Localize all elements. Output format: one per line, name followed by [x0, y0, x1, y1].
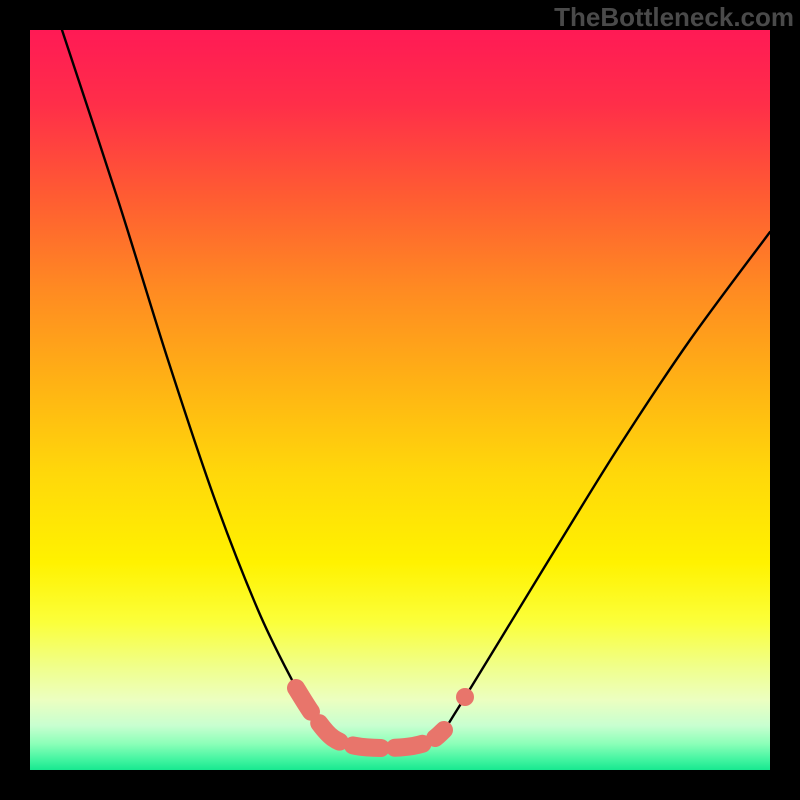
- highlight-dot: [456, 688, 474, 706]
- watermark-text: TheBottleneck.com: [554, 2, 794, 33]
- chart-svg: [0, 0, 800, 800]
- gradient-background: [30, 30, 770, 770]
- plot-area: [30, 30, 770, 770]
- chart-container: TheBottleneck.com: [0, 0, 800, 800]
